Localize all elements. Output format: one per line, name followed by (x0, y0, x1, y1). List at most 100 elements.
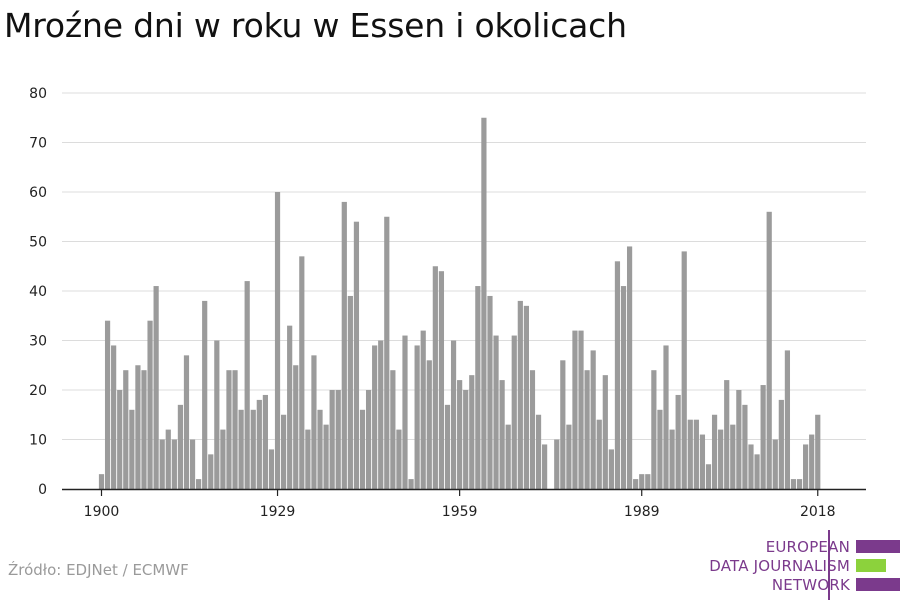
bar-1920 (220, 429, 226, 489)
bar-2002 (718, 429, 724, 489)
bar-1973 (542, 444, 548, 489)
bar-1901 (104, 320, 111, 489)
bar-2003 (724, 380, 730, 489)
x-tick-label: 2018 (800, 504, 836, 520)
chart-title: Mroźne dni w roku w Essen i okolicach (4, 6, 627, 45)
bar-1930 (281, 414, 287, 489)
bar-1924 (244, 281, 250, 489)
bar-1918 (208, 454, 214, 489)
bar-1996 (681, 251, 687, 489)
bar-2012 (778, 399, 784, 489)
y-tick-label: 40 (29, 284, 47, 300)
y-tick-label: 50 (29, 235, 47, 251)
bar-1935 (311, 355, 317, 489)
bar-2010 (766, 211, 772, 490)
bar-1971 (529, 370, 536, 489)
bar-1903 (117, 390, 123, 489)
bar-1950 (402, 335, 408, 489)
bar-1912 (171, 439, 177, 489)
logo-line-3: NETWORK (771, 576, 850, 594)
bar-1948 (390, 370, 396, 489)
bar-1990 (645, 474, 651, 489)
logo-line-2: DATA JOURNALISM (709, 557, 850, 575)
x-tick-label: 1900 (84, 504, 120, 520)
bar-1941 (347, 295, 353, 489)
bar-1919 (214, 340, 220, 489)
bar-2001 (711, 414, 718, 489)
bar-1906 (135, 365, 141, 489)
y-tick-label: 70 (29, 136, 47, 152)
bar-1917 (202, 300, 208, 489)
bar-1939 (335, 390, 341, 489)
gridlines (62, 92, 866, 440)
bar-1942 (353, 221, 360, 489)
bar-1981 (590, 350, 596, 489)
x-tick-label: 1989 (624, 504, 660, 520)
bar-2005 (736, 390, 742, 489)
y-tick-label: 10 (29, 433, 47, 449)
bar-1979 (578, 330, 584, 489)
bar-1965 (493, 335, 499, 489)
bar-1925 (250, 409, 256, 489)
bar-1964 (487, 295, 493, 489)
bar-1904 (123, 370, 129, 489)
bar-1946 (378, 340, 384, 489)
bar-1962 (475, 286, 481, 489)
bar-chart: 0 10 20 30 40 50 60 70 80 1900 1929 1959 1989 2018 (29, 86, 866, 520)
bar-1910 (159, 439, 165, 489)
bar-1944 (365, 390, 372, 489)
bar-1989 (639, 474, 645, 489)
bar-2006 (742, 404, 748, 489)
y-tick-label: 30 (29, 334, 47, 350)
bar-1956 (438, 271, 445, 489)
bar-2004 (730, 424, 736, 489)
logo-rule (828, 530, 830, 600)
bar-1902 (111, 345, 117, 489)
bar-1963 (481, 117, 487, 489)
bar-1945 (372, 345, 378, 489)
bar-1960 (463, 390, 469, 489)
bar-1997 (687, 419, 693, 489)
bar-1968 (511, 335, 517, 489)
bar-1926 (256, 399, 262, 489)
bar-1983 (602, 375, 608, 489)
bar-2013 (784, 350, 791, 489)
bar-1900 (98, 474, 105, 489)
logo-bar-bottom (856, 578, 900, 591)
bar-2008 (754, 454, 760, 489)
x-tick-label: 1929 (260, 504, 296, 520)
bar-1949 (396, 429, 402, 489)
bar-1953 (420, 330, 426, 489)
bar-1934 (305, 429, 311, 489)
bar-1933 (299, 256, 305, 489)
bar-1967 (505, 424, 511, 489)
logo-bar-middle (856, 559, 886, 572)
bar-1982 (596, 419, 602, 489)
bar-1951 (408, 479, 414, 489)
bar-1961 (469, 375, 475, 489)
bar-1922 (232, 370, 238, 489)
bar-1911 (165, 429, 171, 489)
bar-1921 (226, 370, 232, 489)
bar-1969 (517, 300, 523, 489)
bar-1927 (262, 394, 268, 489)
bar-1959 (457, 380, 463, 489)
bar-1909 (153, 286, 159, 489)
bar-1994 (669, 429, 675, 489)
bar-1986 (620, 286, 627, 489)
logo-bar-top (856, 540, 900, 553)
bar-1940 (341, 201, 347, 489)
bar-1943 (359, 409, 366, 489)
bar-1985 (614, 261, 621, 489)
bar-1998 (693, 419, 699, 489)
bar-1929 (274, 192, 281, 489)
x-axis: 1900 1929 1959 1989 2018 (62, 488, 866, 520)
bar-1966 (499, 380, 505, 489)
y-tick-label: 80 (29, 86, 47, 102)
bar-1932 (293, 365, 299, 489)
bar-1992 (657, 409, 663, 489)
bar-1947 (384, 216, 390, 489)
bar-1931 (287, 325, 293, 489)
bar-1970 (523, 305, 529, 489)
bar-1975 (554, 439, 560, 489)
